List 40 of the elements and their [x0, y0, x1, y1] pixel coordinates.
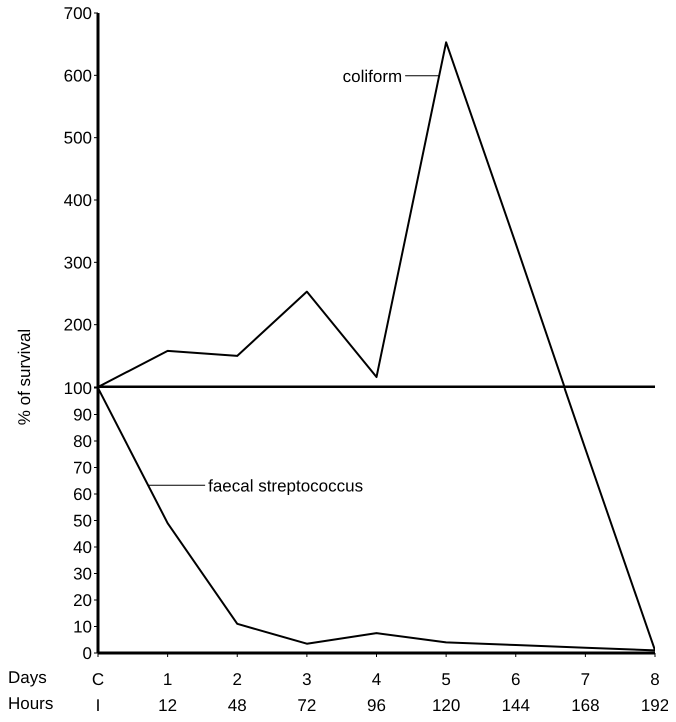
- y-tick-label: 50: [73, 512, 92, 531]
- y-tick-label: 500: [64, 128, 92, 148]
- y-tick-label: 60: [73, 485, 92, 504]
- y-tick-label: 100: [64, 379, 92, 398]
- x-tick-label: 5: [441, 670, 451, 689]
- y-tick-label: 90: [73, 406, 92, 425]
- text: 144: [502, 696, 530, 715]
- y-tick-label: 700: [64, 4, 92, 24]
- y-tick-label: 300: [64, 253, 92, 272]
- y-tick-label: 10: [73, 618, 92, 637]
- x-tick-label: 1: [162, 670, 172, 689]
- x-tick-label: C: [92, 670, 104, 689]
- y-tick-label: 200: [64, 316, 92, 335]
- text: I: [96, 696, 100, 715]
- y-tick-label: 0: [82, 644, 92, 664]
- y-tick-label: 30: [73, 564, 92, 584]
- x-axis-title: Days: [8, 668, 47, 687]
- legend-label: coliform: [342, 66, 402, 86]
- x-tick-label: 3: [302, 670, 312, 689]
- y-tick-label: 40: [73, 538, 92, 558]
- text: 72: [297, 696, 316, 715]
- text: 12: [158, 696, 178, 715]
- text: Hours: [8, 694, 54, 713]
- text: 96: [367, 696, 386, 715]
- y-tick-label: 20: [73, 591, 92, 610]
- y-tick-label: 80: [73, 432, 92, 452]
- x-tick-label: 6: [511, 670, 520, 689]
- text: 168: [571, 696, 600, 715]
- y-tick-label: 600: [64, 66, 92, 86]
- x-tick-label: 2: [232, 670, 242, 689]
- text: 192: [640, 696, 670, 715]
- y-tick-label: 70: [73, 458, 92, 478]
- x-tick-label: 8: [650, 670, 660, 689]
- text: 48: [228, 696, 247, 715]
- x-tick-label: 4: [372, 670, 382, 689]
- legend-label: faecal streptococcus: [208, 476, 364, 496]
- y-tick-label: 400: [64, 191, 92, 210]
- y-axis-title: % of survival: [15, 328, 34, 426]
- text: 120: [432, 696, 460, 715]
- x-tick-label: 7: [580, 670, 590, 689]
